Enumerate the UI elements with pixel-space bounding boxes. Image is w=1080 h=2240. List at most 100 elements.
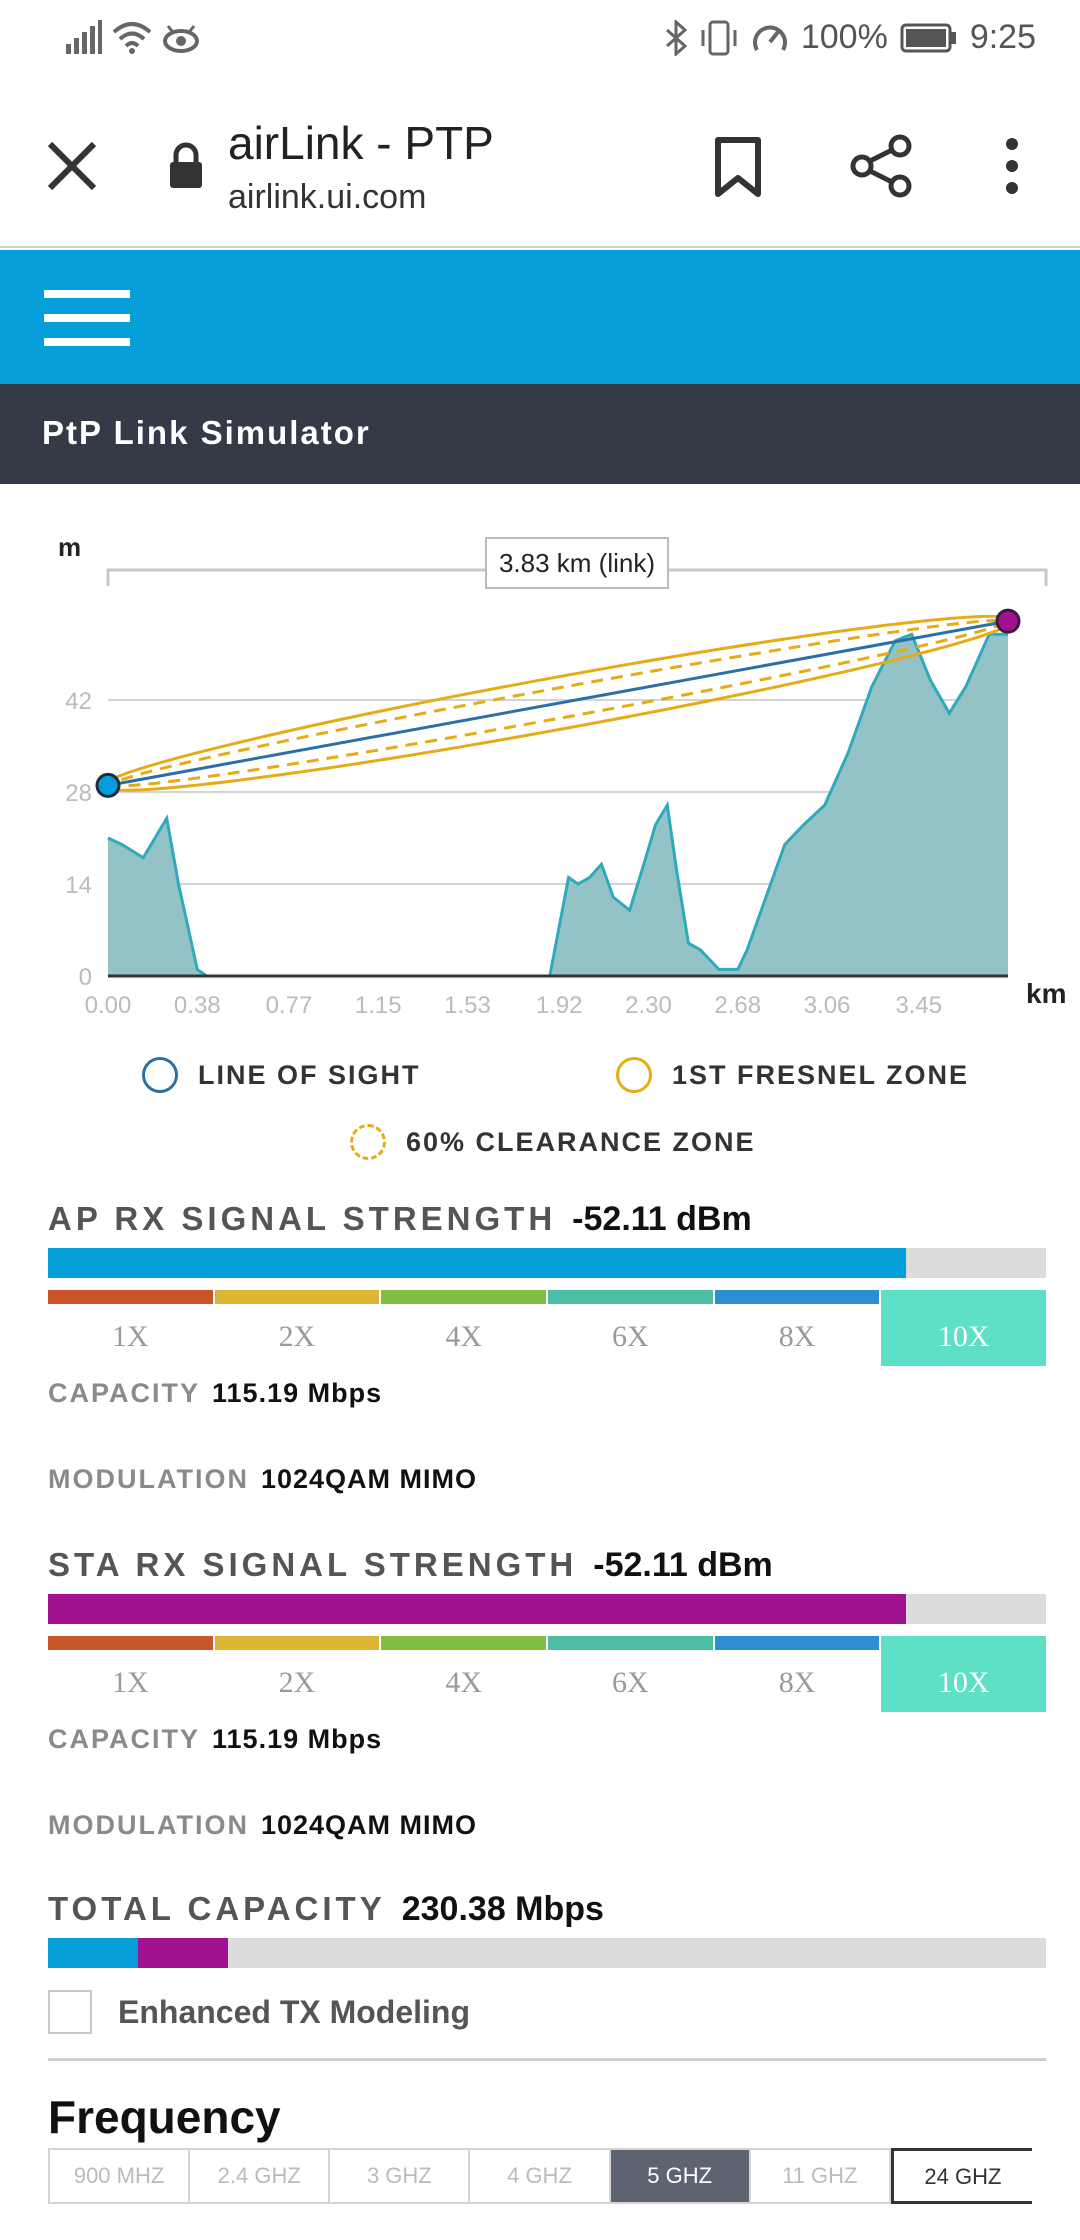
wifi-icon <box>112 22 152 54</box>
y-tick-label: 14 <box>65 872 92 899</box>
x-tick-label: 3.06 <box>804 992 851 1019</box>
legend-line-of-sight: LINE OF SIGHT <box>142 1057 421 1093</box>
x-axis-label: km <box>1026 978 1066 1009</box>
mcs-level: 8X <box>714 1636 880 1712</box>
signal-icon <box>66 20 102 54</box>
legend-fresnel-swatch <box>616 1057 652 1093</box>
ap-signal-heading: AP RX SIGNAL STRENGTH -52.11 dBm <box>48 1200 752 1239</box>
ap-modulation-label: MODULATION <box>48 1464 249 1494</box>
sub-header: PtP Link Simulator <box>0 384 1080 484</box>
battery-icon <box>900 23 956 52</box>
mcs-level: 1X <box>48 1290 213 1366</box>
mcs-level: 4X <box>381 1636 547 1712</box>
y-tick-label: 28 <box>65 780 92 807</box>
link-label: 3.83 km (link) <box>499 548 655 578</box>
x-tick-label: 2.68 <box>714 992 761 1019</box>
sta-capacity-label: CAPACITY <box>48 1724 201 1754</box>
mcs-level: 6X <box>548 1636 713 1712</box>
mcs-level: 2X <box>214 1636 380 1712</box>
mcs-level: 6X <box>548 1290 713 1366</box>
sta-capacity-value: 115.19 Mbps <box>212 1724 383 1754</box>
mcs-color-stripe <box>48 1636 213 1650</box>
legend-los-swatch <box>142 1057 178 1093</box>
ap-capacity-label: CAPACITY <box>48 1378 201 1408</box>
frequency-tab[interactable]: 11 GHZ <box>751 2150 891 2202</box>
sta-modulation: MODULATION 1024QAM MIMO <box>48 1810 477 1841</box>
total-capacity-bar <box>48 1938 1046 1968</box>
bluetooth-icon <box>665 19 687 56</box>
legend-los-label: LINE OF SIGHT <box>198 1059 421 1090</box>
mcs-color-stripe <box>548 1636 713 1650</box>
mcs-color-stripe <box>881 1636 1046 1650</box>
ap-signal-title: AP RX SIGNAL STRENGTH <box>48 1200 557 1237</box>
lock-icon <box>170 142 202 188</box>
y-tick-label: 0 <box>79 964 92 991</box>
ap-signal-bar <box>48 1248 1046 1278</box>
eye-icon <box>163 25 199 53</box>
sta-mcs-scale: 1X 2X 4X 6X 8X 10X <box>48 1636 1047 1712</box>
mcs-level-label: 10X <box>937 1666 990 1699</box>
sta-signal-title: STA RX SIGNAL STRENGTH <box>48 1546 578 1583</box>
mcs-level-label: 1X <box>112 1320 149 1353</box>
frequency-tab[interactable]: 5 GHZ <box>610 2150 751 2202</box>
mcs-color-stripe <box>881 1290 1046 1304</box>
enhanced-tx-label: Enhanced TX Modeling <box>118 1993 471 2030</box>
mcs-level-label: 8X <box>778 1320 816 1353</box>
close-icon[interactable] <box>42 136 102 196</box>
mcs-level: 8X <box>714 1290 880 1366</box>
mcs-color-stripe <box>714 1636 880 1650</box>
more-options-icon[interactable] <box>992 136 1032 196</box>
ap-signal-bar-fill <box>48 1248 907 1278</box>
bookmark-icon[interactable] <box>712 136 764 198</box>
app-header <box>0 250 1080 384</box>
x-tick-label: 0.00 <box>85 992 132 1019</box>
mcs-level: 2X <box>214 1290 380 1366</box>
enhanced-tx-option[interactable]: Enhanced TX Modeling <box>48 1990 470 2034</box>
ap-capacity-value: 115.19 Mbps <box>212 1378 383 1408</box>
mcs-level-label: 4X <box>445 1320 483 1353</box>
speedometer-icon <box>752 25 787 51</box>
mcs-color-stripe <box>381 1290 547 1304</box>
hamburger-menu-icon[interactable] <box>44 290 130 346</box>
divider <box>48 2058 1046 2061</box>
y-axis-label: m <box>58 532 81 562</box>
frequency-tab[interactable]: 900 MHZ <box>50 2150 191 2202</box>
mcs-color-stripe <box>548 1290 713 1304</box>
legend-clearance-swatch <box>350 1124 386 1160</box>
legend-clearance: 60% CLEARANCE ZONE <box>350 1124 756 1160</box>
frequency-tab[interactable]: 4 GHZ <box>470 2150 611 2202</box>
frequency-tab[interactable]: 24 GHZ <box>890 2148 1032 2204</box>
sta-capacity: CAPACITY 115.19 Mbps <box>48 1724 382 1755</box>
y-tick-label: 42 <box>65 688 92 715</box>
link-label-box <box>485 537 669 589</box>
mcs-level-label: 1X <box>112 1666 149 1699</box>
mcs-color-stripe <box>214 1636 380 1650</box>
x-tick-label: 1.15 <box>355 992 402 1019</box>
frequency-tab[interactable]: 3 GHZ <box>330 2150 471 2202</box>
mcs-level: 10X <box>881 1636 1047 1712</box>
sta-signal-heading: STA RX SIGNAL STRENGTH -52.11 dBm <box>48 1546 773 1585</box>
share-icon[interactable] <box>850 134 914 198</box>
vibrate-icon <box>701 20 737 55</box>
simulator-title: PtP Link Simulator <box>42 414 371 451</box>
enhanced-tx-checkbox[interactable] <box>48 1990 92 2034</box>
ap-modulation-value: 1024QAM MIMO <box>260 1464 478 1494</box>
sta-endpoint <box>995 608 1021 634</box>
mcs-color-stripe <box>714 1290 880 1304</box>
x-tick-label: 0.77 <box>266 992 313 1019</box>
ap-capacity: CAPACITY 115.19 Mbps <box>48 1378 382 1409</box>
sta-signal-bar-fill <box>48 1594 907 1624</box>
mcs-level-label: 4X <box>445 1666 483 1699</box>
mcs-color-stripe <box>381 1636 547 1650</box>
frequency-title: Frequency <box>48 2091 281 2143</box>
legend-clearance-label: 60% CLEARANCE ZONE <box>406 1126 756 1157</box>
x-tick-label: 1.92 <box>536 992 583 1019</box>
mcs-level: 4X <box>381 1290 547 1366</box>
page-title: airLink - PTP <box>228 117 494 169</box>
sta-modulation-value: 1024QAM MIMO <box>260 1810 478 1840</box>
link-profile-chart: 0 14 28 42 0.00 0.38 0.77 1.15 1.53 1.92 2.30 2.68 3… <box>58 532 1066 1019</box>
frequency-tab[interactable]: 2.4 GHZ <box>190 2150 331 2202</box>
mcs-level-label: 6X <box>612 1320 649 1353</box>
page-url[interactable]: airlink.ui.com <box>228 178 427 216</box>
mcs-color-stripe <box>214 1290 380 1304</box>
